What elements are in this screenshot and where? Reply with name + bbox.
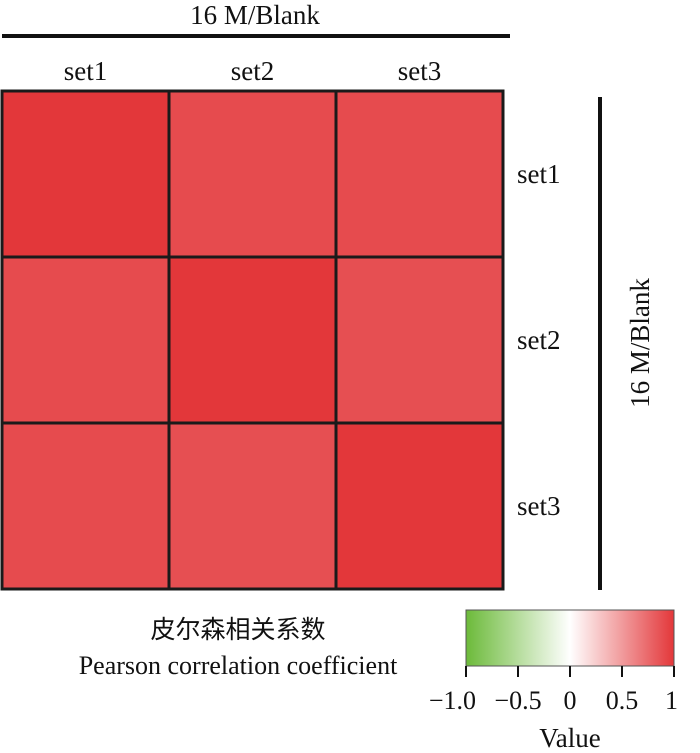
column-label-set2: set2 — [231, 56, 275, 86]
row-label-set1: set1 — [517, 159, 561, 189]
heatmap-cell-set2-set1 — [0, 255, 171, 425]
legend-tick-label: −1.0 — [429, 686, 476, 715]
row-group-title: 16 M/Blank — [625, 278, 655, 408]
legend-tick-label: 0.5 — [606, 686, 639, 715]
legend-tick-label: 0 — [564, 686, 577, 715]
legend-title-cn: 皮尔森相关系数 — [150, 615, 325, 644]
heatmap-cell-set3-set2 — [167, 421, 338, 591]
column-label-set1: set1 — [64, 56, 108, 86]
heatmap-cell-set1-set3 — [334, 89, 505, 259]
heatmap-cell-set2-set2 — [167, 255, 338, 425]
heatmap-cell-set1-set2 — [167, 89, 338, 259]
row-labels: set1 set2 set3 — [517, 159, 561, 521]
row-label-set3: set3 — [517, 491, 561, 521]
heatmap-cell-set2-set3 — [334, 255, 505, 425]
column-label-set3: set3 — [398, 56, 442, 86]
legend-tick-label: 1 — [665, 686, 678, 715]
row-label-set2: set2 — [517, 325, 561, 355]
legend-axis-label: Value — [539, 723, 600, 753]
heatmap-cell-set3-set3 — [334, 421, 505, 591]
heatmap-cell-set1-set1 — [0, 89, 171, 259]
legend-color-bar — [465, 609, 675, 667]
heatmap-cells — [0, 89, 505, 591]
legend-tick-label: −0.5 — [494, 686, 541, 715]
column-group-title: 16 M/Blank — [190, 0, 320, 30]
legend-ticks: −1.0 −0.5 0 0.5 1 — [429, 666, 678, 715]
heatmap-cell-set3-set1 — [0, 421, 171, 591]
column-labels: set1 set2 set3 — [64, 56, 442, 86]
legend-title-en: Pearson correlation coefficient — [79, 651, 398, 680]
